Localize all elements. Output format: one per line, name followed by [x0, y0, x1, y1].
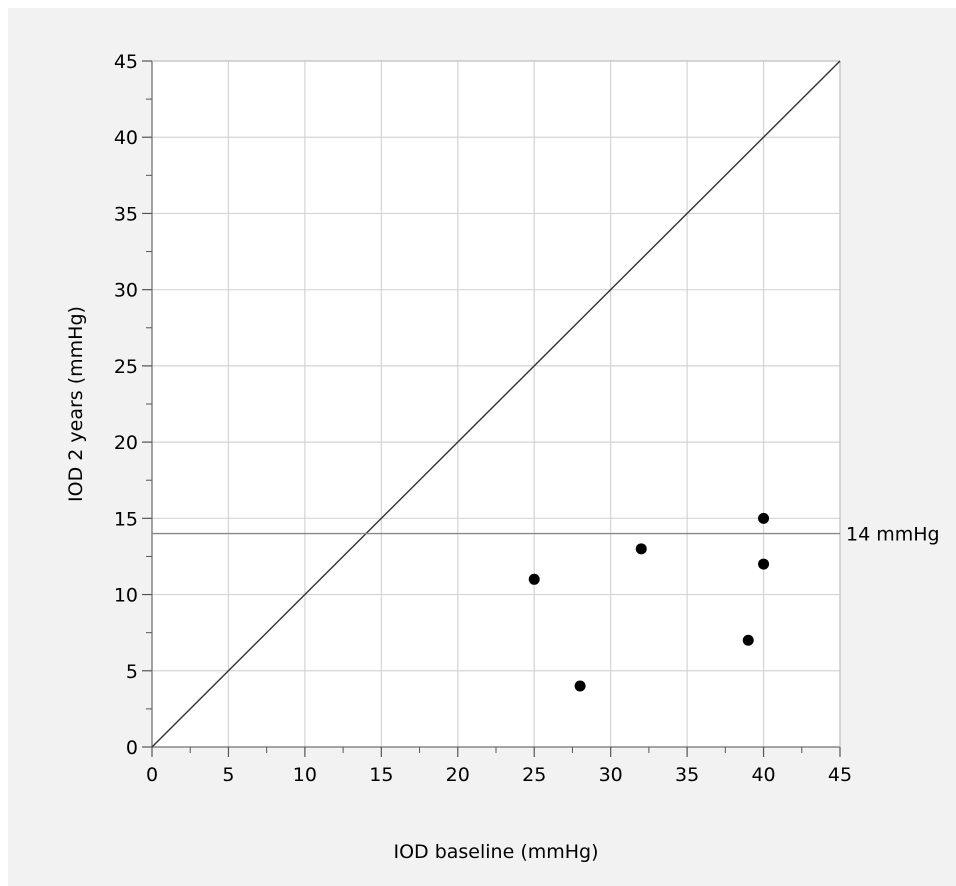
y-tick-label: 35	[114, 203, 138, 225]
identity-line	[151, 60, 841, 748]
y-tick-label: 25	[114, 356, 138, 378]
reference-line-label: 14 mmHg	[846, 524, 940, 546]
tick-marks	[142, 60, 841, 757]
y-tick-label: 20	[114, 432, 138, 454]
y-axis-title: IOD 2 years (mmHg)	[65, 306, 87, 502]
y-tick-label: 15	[114, 508, 138, 530]
x-tick-labels: 0 5 10 15 20 25 30 35 40 45	[146, 764, 852, 786]
y-tick-label: 0	[126, 737, 138, 759]
x-tick-label: 20	[446, 764, 470, 786]
y-tick-label: 40	[114, 127, 138, 149]
y-tick-label: 5	[126, 661, 138, 683]
data-points	[528, 512, 770, 692]
x-tick-label: 5	[222, 764, 234, 786]
y-tick-label: 30	[114, 280, 138, 302]
y-tick-label: 10	[114, 585, 138, 607]
data-point	[758, 558, 770, 570]
x-tick-label: 0	[146, 764, 158, 786]
x-tick-label: 40	[751, 764, 775, 786]
x-tick-label: 45	[828, 764, 852, 786]
data-point	[528, 573, 540, 585]
data-point	[574, 680, 586, 692]
data-point	[758, 512, 770, 524]
x-tick-label: 35	[675, 764, 699, 786]
x-axis-title: IOD baseline (mmHg)	[393, 841, 598, 863]
x-tick-label: 10	[293, 764, 317, 786]
y-tick-labels: 0 5 10 15 20 25 30 35 40 45	[114, 51, 138, 759]
gridlines	[151, 60, 841, 748]
x-tick-label: 30	[599, 764, 623, 786]
data-point	[742, 634, 754, 646]
x-tick-label: 15	[369, 764, 393, 786]
y-tick-label: 45	[114, 51, 138, 73]
x-tick-label: 25	[522, 764, 546, 786]
data-point	[635, 543, 647, 555]
